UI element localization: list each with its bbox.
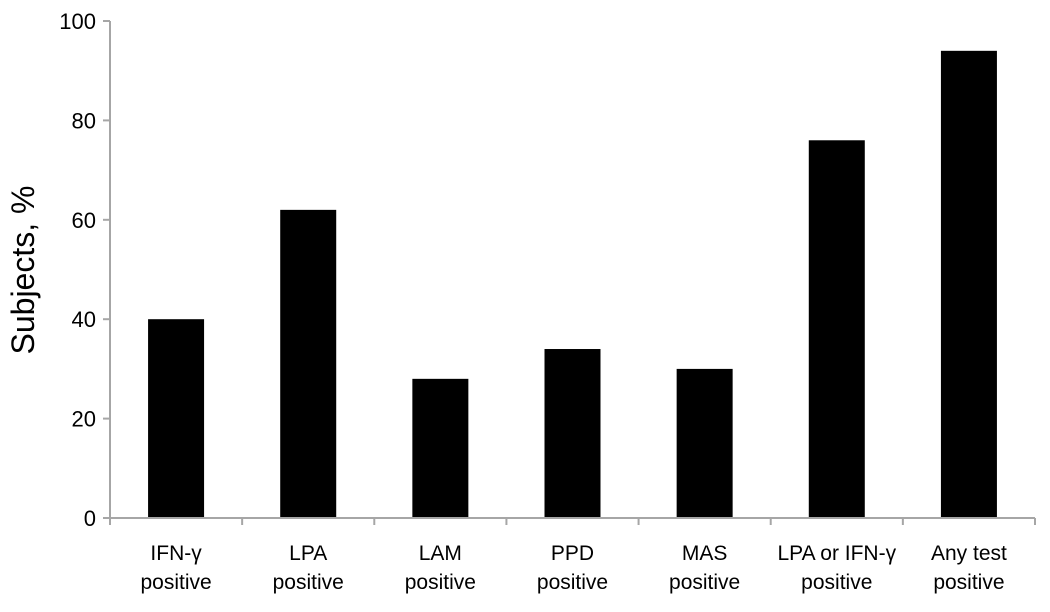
x-category-label-line: LPA xyxy=(289,542,327,565)
category-labels-group: IFN-γ positive LPA positive LAM positive PPD po… xyxy=(140,542,1007,594)
bar xyxy=(412,378,469,518)
x-category-label-line: positive xyxy=(537,571,608,594)
x-category-label: LPA or IFN-γ positive xyxy=(777,542,896,594)
x-category-label-line: positive xyxy=(669,571,740,594)
x-category-label-line: LAM xyxy=(419,542,462,565)
x-category-label: LPA positive xyxy=(273,542,344,594)
x-category-label: IFN-γ positive xyxy=(140,542,211,594)
y-tick-label: 80 xyxy=(72,108,96,133)
bars-group xyxy=(148,50,997,519)
bar xyxy=(808,140,865,518)
x-category-label-line: positive xyxy=(405,571,476,594)
y-axis-title: Subjects, % xyxy=(5,186,41,355)
x-category-label-line: positive xyxy=(801,571,872,594)
bar xyxy=(544,349,601,518)
y-tick-label: 60 xyxy=(72,208,96,233)
x-category-label-line: Any test xyxy=(931,542,1007,565)
y-tick-label: 20 xyxy=(72,407,96,432)
x-category-label-line: MAS xyxy=(682,542,728,565)
x-category-label-line: IFN-γ xyxy=(150,542,202,565)
y-ticks-group: 0 20 40 60 80 100 xyxy=(59,9,110,531)
bar xyxy=(148,319,205,518)
x-category-label-line: positive xyxy=(933,571,1004,594)
y-tick-label: 0 xyxy=(84,506,96,531)
x-category-label: MAS positive xyxy=(669,542,740,594)
x-category-label-line: PPD xyxy=(551,542,594,565)
bar xyxy=(940,50,997,518)
x-category-label-line: LPA or IFN-γ xyxy=(777,542,896,565)
y-tick-label: 100 xyxy=(59,9,96,34)
x-category-label: Any test positive xyxy=(931,542,1007,594)
bar xyxy=(676,368,733,518)
x-category-label-line: positive xyxy=(273,571,344,594)
x-category-label-line: positive xyxy=(140,571,211,594)
x-category-label: PPD positive xyxy=(537,542,608,594)
x-ticks-group xyxy=(109,518,1036,525)
x-category-label: LAM positive xyxy=(405,542,476,594)
y-tick-label: 40 xyxy=(72,307,96,332)
bar xyxy=(280,209,337,519)
